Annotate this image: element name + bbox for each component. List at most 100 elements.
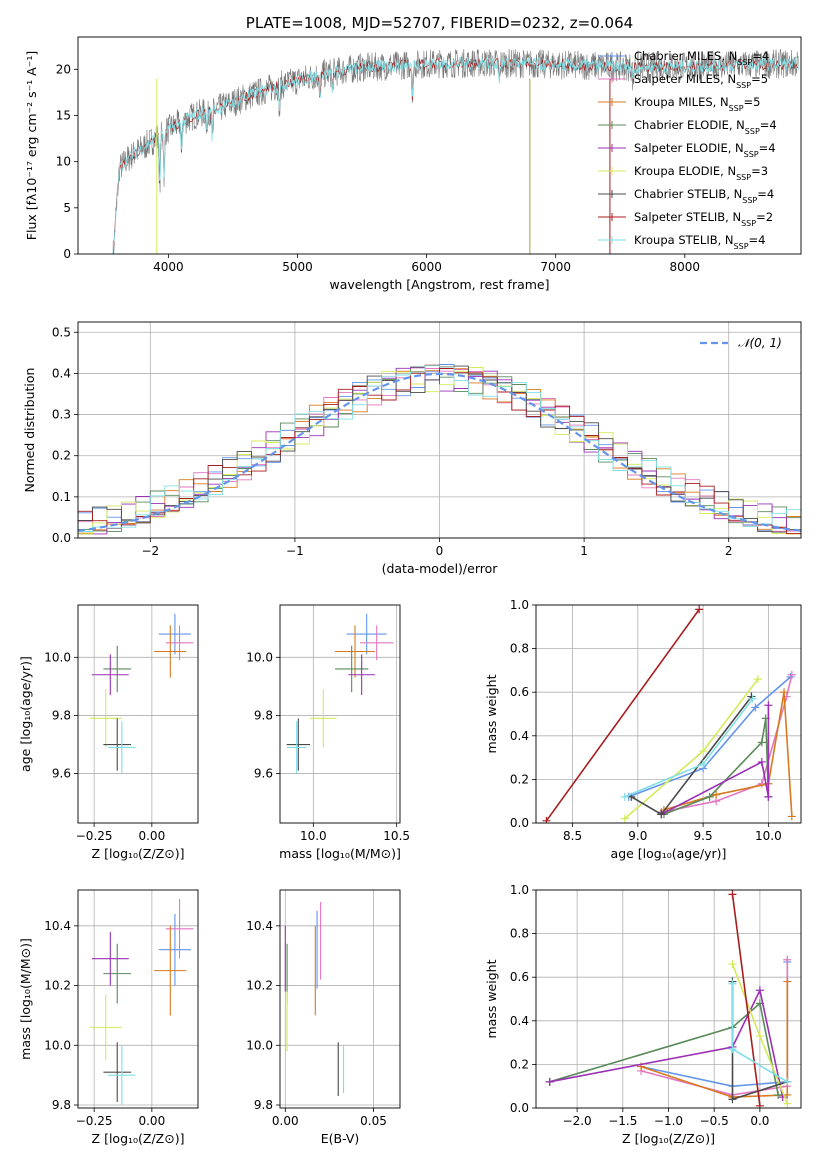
x-axis-label: Z [log₁₀(Z/Z⊙)] — [92, 1131, 185, 1146]
x-tick-label: 9.0 — [628, 829, 647, 843]
legend-label: Chabrier ELODIE, NSSP=4 — [634, 118, 777, 136]
y-tick-label: 0 — [63, 247, 71, 261]
plot-area — [89, 898, 194, 1106]
weight-point-marker — [774, 1090, 783, 1099]
ebv-mass-panel: 0.00 0.05 9.8 10.0 10.2 10.4 E(B-V) — [246, 889, 401, 1146]
observed-spectrum — [112, 48, 799, 254]
y-tick-label: 0.5 — [52, 325, 71, 339]
x-tick-label: 5000 — [282, 260, 313, 274]
weight-point-marker — [757, 757, 766, 766]
y-tick-label: 0.3 — [52, 408, 71, 422]
plot-area — [286, 613, 394, 774]
y-tick-label: 15 — [56, 108, 71, 122]
x-tick-label: 2 — [725, 544, 733, 558]
y-axis-label: mass weight — [484, 959, 499, 1038]
y-tick-label: 10.4 — [246, 919, 273, 933]
y-tick-label: 5 — [63, 201, 71, 215]
y-tick-label: 10 — [56, 155, 71, 169]
residuals-panel: −2 −1 0 1 2 0.0 0.1 0.2 0.3 0.4 0.5 (data-model)/er… — [22, 321, 802, 576]
weight-series-line — [624, 678, 759, 820]
y-tick-label: 10.0 — [246, 1038, 273, 1052]
weight-point-marker — [728, 960, 737, 969]
axes-frame — [77, 889, 199, 1109]
y-tick-label: 10.2 — [44, 979, 71, 993]
x-axis-label: mass [log₁₀(M/M⊙)] — [279, 846, 401, 861]
y-tick-label: 0.1 — [52, 490, 71, 504]
axes-frame — [535, 889, 802, 1109]
weight-point-marker — [699, 747, 708, 756]
weight-point-marker — [755, 1101, 764, 1108]
weight-point-marker — [783, 955, 792, 964]
x-tick-label: 1 — [580, 544, 588, 558]
y-tick-label: 0.2 — [52, 449, 71, 463]
y-tick-label: 0.2 — [510, 772, 529, 786]
plot-area — [89, 613, 194, 774]
spectrum-panel: PLATE=1008, MJD=52707, FIBERID=0232, z=0… — [24, 14, 802, 292]
model-spectrum-kroupa-stelib — [112, 56, 799, 254]
weight-point-marker — [728, 979, 737, 988]
y-tick-label: 10.0 — [246, 650, 273, 664]
x-axis-label: (data-model)/error — [382, 561, 499, 576]
x-tick-label: 10.0 — [755, 829, 782, 843]
weight-point-marker — [712, 790, 721, 799]
weight-series-line — [549, 1001, 779, 1096]
weight-point-marker — [764, 701, 773, 710]
weight-series-line — [731, 894, 761, 1106]
weight-point-marker — [787, 670, 796, 679]
weight-point-marker — [764, 792, 773, 801]
weight-point-marker — [787, 812, 796, 821]
x-tick-label: −1.5 — [608, 1114, 637, 1128]
weight-point-marker — [783, 1099, 792, 1108]
y-tick-label: 9.6 — [52, 767, 71, 781]
weight-point-marker — [753, 675, 762, 684]
x-axis-label: wavelength [Angstrom, rest frame] — [329, 277, 549, 292]
y-tick-label: 10.4 — [44, 919, 71, 933]
legend-label: Chabrier MILES, NSSP=4 — [634, 49, 769, 67]
weight-point-marker — [657, 810, 666, 819]
figure-title: PLATE=1008, MJD=52707, FIBERID=0232, z=0… — [246, 14, 633, 32]
y-tick-label: 20 — [56, 62, 71, 76]
legend-label: Chabrier STELIB, NSSP=4 — [634, 187, 774, 205]
weight-series-line — [624, 698, 754, 798]
legend-label: Kroupa ELODIE, NSSP=3 — [634, 164, 768, 182]
axes-frame — [279, 604, 401, 824]
weight-point-marker — [783, 977, 792, 986]
plot-area — [542, 605, 796, 823]
x-axis-label: Z [log₁₀(Z/Z⊙)] — [92, 846, 185, 861]
legend-label: Salpeter ELODIE, NSSP=4 — [634, 141, 776, 159]
x-tick-label: 9.5 — [694, 829, 713, 843]
x-tick-label: −0.5 — [700, 1114, 729, 1128]
spectrum-legend: Chabrier MILES, NSSP=4 Salpeter MILES, NS… — [598, 49, 777, 251]
weight-point-marker — [695, 605, 704, 614]
x-tick-label: −0.25 — [76, 829, 113, 843]
y-tick-label: 10.2 — [246, 979, 273, 993]
plot-area — [78, 364, 801, 535]
weight-series-line — [660, 705, 770, 816]
weight-series-line — [549, 987, 784, 1098]
z-age-panel: −0.25 0.00 9.6 9.8 10.0 Z [log₁₀(Z/Z⊙)] age [l… — [18, 604, 199, 861]
weight-point-marker — [728, 890, 737, 899]
plot-area — [284, 901, 345, 1097]
y-tick-label: 1.0 — [510, 883, 529, 897]
y-tick-label: 9.8 — [254, 1098, 273, 1112]
weight-point-marker — [620, 814, 629, 823]
x-tick-label: 6000 — [411, 260, 442, 274]
weight-point-marker — [755, 986, 764, 995]
x-tick-label: 8.5 — [563, 829, 582, 843]
weight-point-marker — [780, 688, 789, 697]
legend-label: Salpeter MILES, NSSP=5 — [634, 72, 768, 90]
weight-series-line — [545, 608, 700, 822]
axes-frame — [535, 604, 802, 824]
normal-curve — [78, 372, 801, 532]
x-tick-label: −1.0 — [654, 1114, 683, 1128]
x-tick-label: 4000 — [153, 260, 184, 274]
y-tick-label: 0.4 — [510, 1014, 529, 1028]
weight-point-marker — [705, 792, 714, 801]
age-weight-panel: 8.5 9.0 9.5 10.0 0.0 0.2 0.4 0.6 0.8 1.0 age [log₁… — [484, 598, 802, 861]
y-tick-label: 9.8 — [52, 708, 71, 722]
x-tick-label: 0.0 — [750, 1114, 769, 1128]
y-tick-label: 9.8 — [254, 708, 273, 722]
x-tick-label: 10.0 — [300, 829, 327, 843]
y-tick-label: 0.4 — [510, 729, 529, 743]
